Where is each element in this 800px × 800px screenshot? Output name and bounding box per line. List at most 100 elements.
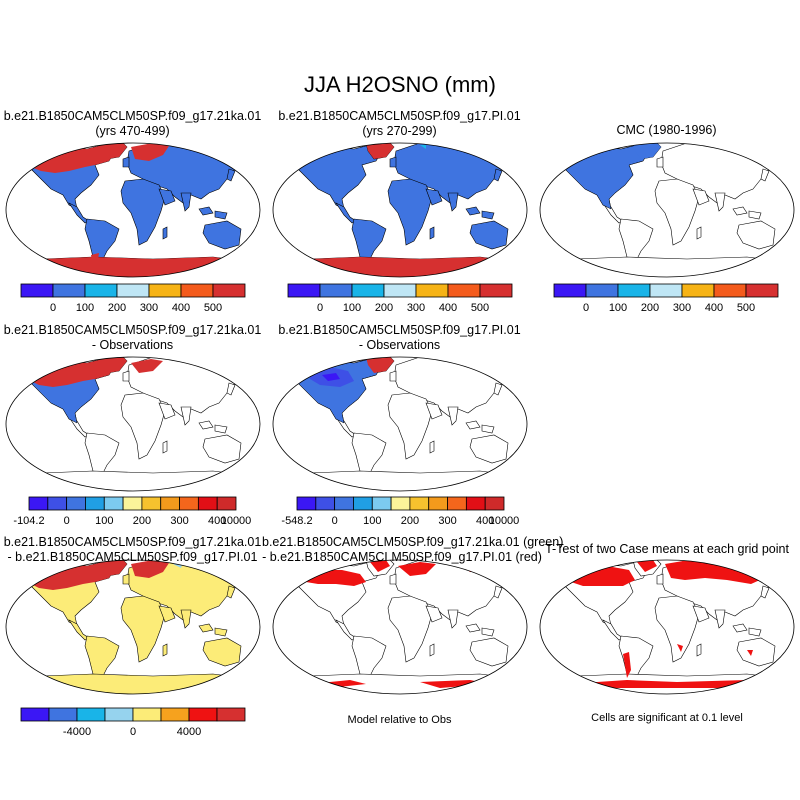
colorbar-tick-label: -104.2 (13, 515, 44, 527)
colorbar-tick-label: 0 (50, 302, 56, 314)
colorbar-r1c2: 0 100 200 300 400 500 (287, 283, 513, 314)
colorbar-swatch (76, 707, 106, 722)
map-panel-r1c1 (5, 142, 261, 278)
colorbar-swatch (116, 283, 150, 298)
panel-title-line2: (yrs 270-299) (362, 124, 437, 138)
colorbar-swatch (179, 496, 199, 511)
colorbar-tick-label: 300 (438, 515, 456, 527)
colorbar-tick-label: 200 (641, 302, 659, 314)
panel-title-r3c3: T-Test of two Case means at each grid po… (534, 542, 800, 557)
panel-title-line1: b.e21.B1850CAM5CLM50SP.f09_g17.21ka.01 (3, 109, 262, 123)
map-panel-r1c2 (272, 142, 528, 278)
colorbar-swatch (85, 496, 105, 511)
colorbar-tick-label: 500 (204, 302, 222, 314)
colorbar-swatch (197, 496, 218, 511)
colorbar-tick-label: 0 (332, 515, 338, 527)
panel-title-line1: b.e21.B1850CAM5CLM50SP.f09_g17.PI.01 (278, 323, 521, 337)
colorbar-swatch (122, 496, 143, 511)
colorbar-swatch (296, 496, 317, 511)
colorbar-swatch (447, 283, 481, 298)
colorbar-tick-label: 400 (172, 302, 190, 314)
panel-title-r2c2: b.e21.B1850CAM5CLM50SP.f09_g17.PI.01 - O… (267, 323, 532, 353)
colorbar-swatch (20, 707, 50, 722)
colorbar-swatch (160, 496, 180, 511)
colorbar-swatch (553, 283, 587, 298)
colorbar-swatch (371, 496, 392, 511)
colorbar-swatch (334, 496, 354, 511)
panel-title-r1c2: b.e21.B1850CAM5CLM50SP.f09_g17.PI.01 (yr… (267, 109, 532, 139)
colorbar-tick-label: 0 (583, 302, 589, 314)
panel-title-line2: (yrs 470-499) (95, 124, 170, 138)
colorbar-swatch (216, 496, 237, 511)
colorbar-swatch (745, 283, 779, 298)
colorbar-tick-label: -548.2 (281, 515, 312, 527)
panel-title-line1: T-Test of two Case means at each grid po… (545, 542, 789, 556)
panel-title-line1: b.e21.B1850CAM5CLM50SP.f09_g17.21ka.01 (3, 323, 262, 337)
colorbar-swatch (20, 283, 54, 298)
colorbar-swatch (66, 496, 86, 511)
colorbar-tick-label: -4000 (63, 726, 91, 738)
colorbar-tick-label: 100 (95, 515, 113, 527)
map-panel-r3c1 (5, 559, 261, 695)
panel-title-r3c1: b.e21.B1850CAM5CLM50SP.f09_g17.21ka.01 -… (0, 535, 265, 565)
figure-title: JJA H2OSNO (mm) (304, 72, 496, 97)
colorbar-swatch (188, 707, 218, 722)
colorbar-swatch (315, 496, 336, 511)
colorbar-swatch (713, 283, 747, 298)
colorbar-tick-label: 400 (705, 302, 723, 314)
colorbar-tick-label: 200 (108, 302, 126, 314)
panel-title-r3c2: b.e21.B1850CAM5CLM50SP.f09_g17.21ka.01 (… (262, 535, 564, 565)
note-model-relative: Model relative to Obs (347, 714, 452, 726)
colorbar-swatch (681, 283, 715, 298)
panel-title-r1c3: CMC (1980-1996) (534, 123, 799, 138)
colorbar-tick-label: 100 (363, 515, 381, 527)
colorbar-swatch (104, 707, 134, 722)
colorbar-tick-label: 300 (673, 302, 691, 314)
colorbar-swatch (132, 707, 162, 722)
colorbar-tick-label: 200 (133, 515, 151, 527)
panel-title-line1: b.e21.B1850CAM5CLM50SP.f09_g17.PI.01 (278, 109, 521, 123)
panel-title-line1: b.e21.B1850CAM5CLM50SP.f09_g17.21ka.01 (… (262, 535, 564, 549)
colorbar-tick-label: 400 (439, 302, 457, 314)
colorbar-swatch (428, 496, 448, 511)
colorbar-swatch (216, 707, 246, 722)
colorbar-swatch (585, 283, 619, 298)
colorbar-swatch (141, 496, 162, 511)
panel-title-line2: - b.e21.B1850CAM5CLM50SP.f09_g17.PI.01 (… (262, 550, 542, 564)
panel-title-line2: - Observations (358, 338, 441, 352)
colorbar-r1c1: 0 100 200 300 400 500 (20, 283, 246, 314)
colorbar-swatch (649, 283, 683, 298)
colorbar-swatch (447, 496, 467, 511)
colorbar-tick-label: 100 (76, 302, 94, 314)
panel-title-line1: CMC (1980-1996) (616, 123, 717, 137)
colorbar-swatch (415, 283, 449, 298)
colorbar-tick-label: 0 (130, 726, 136, 738)
colorbar-swatch (52, 283, 86, 298)
colorbar-swatch (84, 283, 118, 298)
colorbar-swatch (409, 496, 430, 511)
note-significance: Cells are significant at 0.1 level (591, 712, 743, 724)
colorbar-swatch (479, 283, 513, 298)
colorbar-swatch (617, 283, 651, 298)
colorbar-swatch (212, 283, 246, 298)
colorbar-tick-label: 300 (407, 302, 425, 314)
panel-title-r2c1: b.e21.B1850CAM5CLM50SP.f09_g17.21ka.01 -… (0, 323, 265, 353)
colorbar-r3c1: -4000 0 4000 (20, 707, 246, 738)
map-panel-r3c2 (272, 559, 528, 695)
panel-title-line2: - Observations (91, 338, 174, 352)
map-panel-r1c3 (539, 142, 795, 278)
colorbar-tick-label: 400 (476, 515, 494, 527)
colorbar-tick-label: 100 (609, 302, 627, 314)
panel-title-r1c1: b.e21.B1850CAM5CLM50SP.f09_g17.21ka.01 (… (0, 109, 265, 139)
colorbar-swatch (353, 496, 373, 511)
colorbar-swatch (351, 283, 385, 298)
panel-title-line1: b.e21.B1850CAM5CLM50SP.f09_g17.21ka.01 (3, 535, 262, 549)
colorbar-swatch (383, 283, 417, 298)
panel-title-line2: - b.e21.B1850CAM5CLM50SP.f09_g17.PI.01 (7, 550, 258, 564)
colorbar-tick-label: 10000 (489, 515, 520, 527)
colorbar-tick-label: 0 (317, 302, 323, 314)
colorbar-tick-label: 500 (737, 302, 755, 314)
colorbar-swatch (180, 283, 214, 298)
